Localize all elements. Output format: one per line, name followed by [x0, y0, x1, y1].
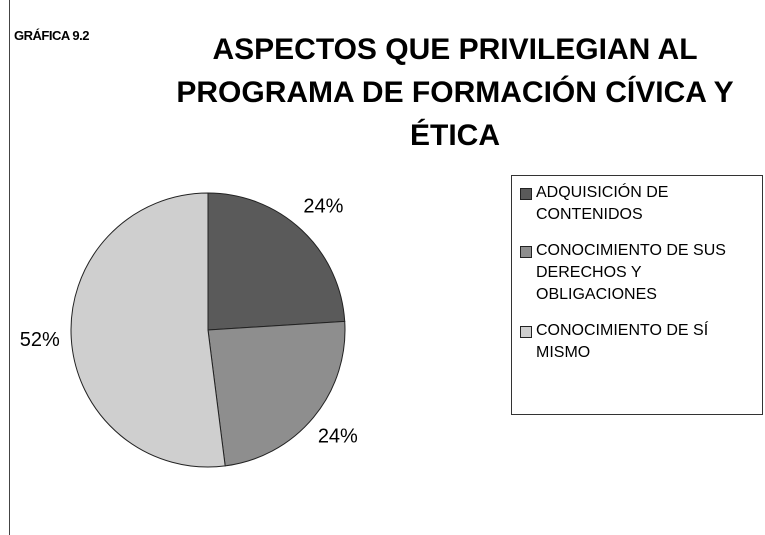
value-label: 24%: [303, 195, 343, 217]
chart-label: GRÁFICA 9.2: [14, 28, 89, 43]
pie-slice: [207, 320, 346, 467]
legend-swatch: [520, 326, 532, 338]
value-label: 52%: [20, 329, 60, 351]
pie-slice: [70, 192, 226, 468]
legend-swatch: [520, 246, 532, 258]
legend-item: ADQUISICIÓN DE CONTENIDOS: [520, 182, 756, 226]
legend-label: ADQUISICIÓN DE CONTENIDOS: [536, 184, 669, 223]
legend-label: CONOCIMIENTO DE SUS DERECHOS Y OBLIGACIO…: [536, 242, 726, 303]
legend-item: CONOCIMIENTO DE SUS DERECHOS Y OBLIGACIO…: [520, 240, 756, 306]
legend-swatch: [520, 188, 532, 200]
legend: ADQUISICIÓN DE CONTENIDOS CONOCIMIENTO DE…: [511, 175, 763, 415]
pie-slice: [207, 192, 346, 331]
value-label: 24%: [318, 426, 358, 448]
legend-label: CONOCIMIENTO DE SÍ MISMO: [536, 322, 709, 361]
chart-title: ASPECTOS QUE PRIVILEGIAN AL PROGRAMA DE …: [176, 33, 734, 152]
legend-item: CONOCIMIENTO DE SÍ MISMO: [520, 320, 756, 364]
frame-line: [9, 0, 10, 535]
